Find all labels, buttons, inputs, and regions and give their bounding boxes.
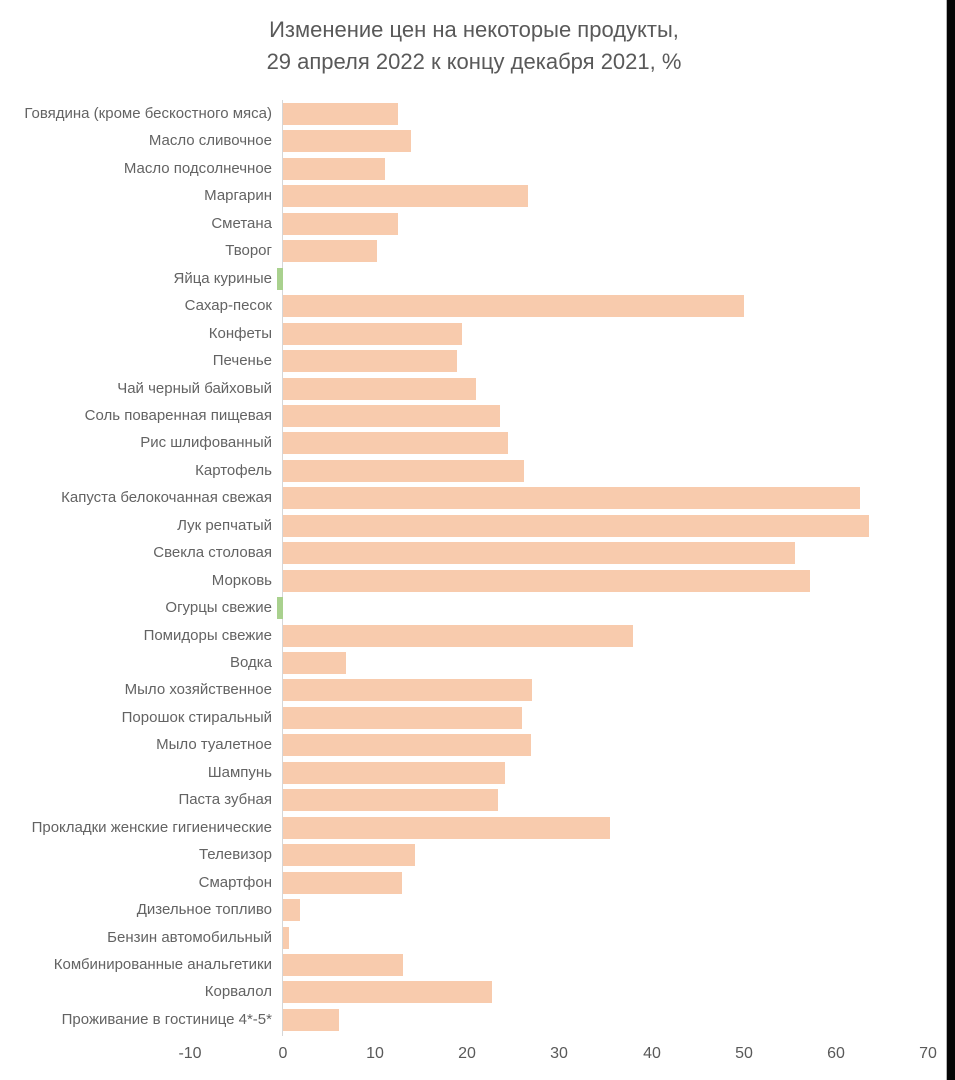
category-label: Дизельное топливо [136,901,272,918]
bar-positive [282,487,860,509]
bar-negative [277,268,283,290]
category-label: Смартфон [198,874,272,891]
bar-positive [282,1009,339,1031]
chart-title-line1: Изменение цен на некоторые продукты, [269,17,679,42]
category-label: Шампунь [207,764,272,781]
x-axis-tick: 70 [919,1045,937,1062]
category-label: Сахар-песок [184,297,272,314]
zero-axis-line [282,100,283,1036]
category-label: Телевизор [198,846,272,863]
bar-positive [282,734,531,756]
category-label: Картофель [195,462,272,479]
bar-positive [282,762,505,784]
category-label: Яйца куриные [173,270,272,287]
x-axis-tick: 30 [550,1045,568,1062]
bar-positive [282,844,416,866]
bar-positive [282,707,523,729]
bar-positive [282,570,811,592]
bar-positive [282,954,404,976]
category-label: Паста зубная [178,791,272,808]
x-axis-tick: 60 [827,1045,845,1062]
category-label: Творог [225,242,272,259]
bar-positive [282,158,385,180]
category-label: Сметана [211,215,272,232]
category-label: Масло сливочное [148,132,272,149]
x-axis-tick: 10 [366,1045,384,1062]
bar-positive [282,295,744,317]
category-label: Огурцы свежие [165,599,272,616]
category-label: Корвалол [204,983,272,1000]
category-label: Водка [229,654,272,671]
category-label: Соль поваренная пищевая [84,407,272,424]
bar-negative [277,597,283,619]
category-label: Рис шлифованный [140,434,272,451]
bar-positive [282,405,501,427]
category-label: Печенье [212,352,272,369]
bar-positive [282,789,499,811]
category-label: Мыло туалетное [156,736,272,753]
category-label: Мыло хозяйственное [124,681,272,698]
bar-positive [282,378,477,400]
bar-positive [282,981,492,1003]
bar-positive [282,350,457,372]
category-label: Комбинированные анальгетики [53,956,272,973]
x-axis-tick: 0 [278,1045,288,1062]
category-label: Маргарин [204,187,272,204]
bar-positive [282,323,463,345]
x-axis-tick: 50 [735,1045,753,1062]
bar-positive [282,460,525,482]
category-label: Помидоры свежие [143,627,272,644]
category-label: Конфеты [208,325,272,342]
bar-positive [282,899,300,921]
category-label: Порошок стиральный [121,709,272,726]
bar-positive [282,432,508,454]
bar-positive [282,213,398,235]
bar-positive [282,652,347,674]
x-axis-tick: -10 [178,1045,202,1062]
bar-positive [282,679,532,701]
category-label: Проживание в гостинице 4*-5* [61,1011,272,1028]
screen-edge-strip [946,0,955,1080]
category-label: Говядина (кроме бескостного мяса) [24,105,272,122]
x-axis-tick: 40 [643,1045,661,1062]
category-label: Лук репчатый [177,517,272,534]
category-label: Масло подсолнечное [123,160,272,177]
bar-positive [282,927,289,949]
bar-positive [282,240,377,262]
bar-positive [282,103,398,125]
bar-positive [282,625,634,647]
category-label: Свекла столовая [153,544,272,561]
bar-positive [282,817,610,839]
category-label: Прокладки женские гигиенические [31,819,272,836]
category-label: Бензин автомобильный [107,929,272,946]
bar-positive [282,130,411,152]
bar-positive [282,185,528,207]
chart-title-line2: 29 апреля 2022 к концу декабря 2021, % [266,49,682,74]
bar-positive [282,515,870,537]
chart-title: Изменение цен на некоторые продукты, 29 … [0,14,948,78]
bar-positive [282,542,796,564]
x-axis-tick: 20 [458,1045,476,1062]
category-label: Капуста белокочанная свежая [61,489,272,506]
category-label: Морковь [211,572,272,589]
bar-positive [282,872,402,894]
category-label: Чай черный байховый [117,380,272,397]
